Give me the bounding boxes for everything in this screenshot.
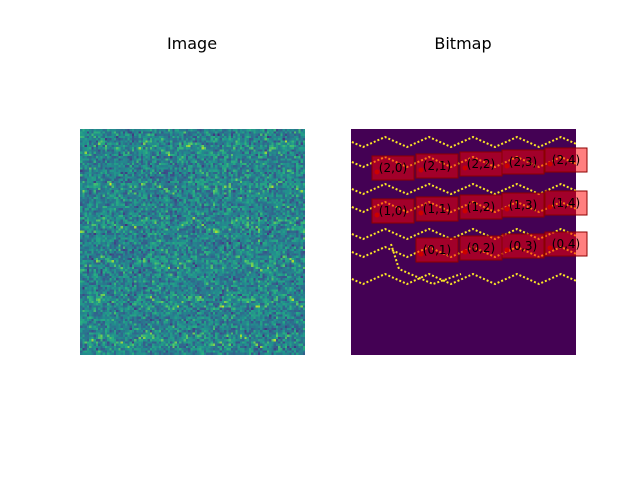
- annotation-marker: [418, 210, 424, 216]
- annotation-box: [415, 196, 459, 222]
- annotation-box: [544, 231, 588, 257]
- bitmap-zigzag-line: [351, 272, 576, 286]
- annotation-box: [501, 149, 545, 175]
- annotation-badge: (0,1): [415, 237, 459, 263]
- annotation-label: (2,0): [379, 161, 407, 175]
- annotation-badge: (1,1): [415, 196, 459, 222]
- annotation-box: [415, 237, 459, 263]
- annotation-badge: (1,4): [544, 190, 588, 216]
- annotation-badge: (1,0): [371, 198, 415, 224]
- annotation-label: (1,2): [467, 200, 495, 214]
- annotation-label: (1,3): [509, 198, 537, 212]
- bitmap-zigzag-line: [390, 243, 462, 286]
- annotation-label: (2,3): [509, 155, 537, 169]
- annotation-badge: (0,2): [459, 235, 503, 261]
- annotation-badge: (0,4): [544, 231, 588, 257]
- annotation-badge: (2,1): [415, 153, 459, 179]
- annotation-label: (0,3): [509, 239, 537, 253]
- annotation-badge: (1,2): [459, 194, 503, 220]
- bitmap-panel-title: Bitmap: [434, 34, 491, 53]
- annotation-badge: (2,4): [544, 147, 588, 173]
- annotation-box: [544, 147, 588, 173]
- annotation-box: [501, 233, 545, 259]
- annotation-marker: [462, 249, 468, 255]
- bitmap-zigzag-line: [351, 135, 576, 149]
- annotation-badge: (1,3): [501, 192, 545, 218]
- annotation-marker: [504, 247, 510, 253]
- annotation-marker: [504, 206, 510, 212]
- annotation-marker: [418, 167, 424, 173]
- annotation-box: [459, 235, 503, 261]
- annotation-marker: [418, 251, 424, 257]
- annotation-box: [459, 194, 503, 220]
- annotation-label: (1,0): [379, 204, 407, 218]
- annotation-box: [501, 192, 545, 218]
- image-heatmap-cells: [80, 129, 305, 355]
- annotation-label: (2,1): [423, 159, 451, 173]
- annotation-badge: (2,3): [501, 149, 545, 175]
- annotation-label: (0,1): [423, 243, 451, 257]
- annotation-label: (2,4): [552, 153, 580, 167]
- annotation-box: [371, 198, 415, 224]
- annotation-badge: (2,0): [371, 155, 415, 181]
- image-panel-title: Image: [167, 34, 217, 53]
- annotation-box: [371, 155, 415, 181]
- bitmap-annotations: (2,0) (2,1) (2,2) (2,3) (2,4) (1,0) (1,1) (1,2)…: [371, 147, 588, 263]
- annotation-marker: [374, 169, 380, 175]
- image-heatmap: [80, 129, 305, 355]
- annotation-marker: [547, 204, 553, 210]
- annotation-marker: [374, 212, 380, 218]
- annotation-label: (0,2): [467, 241, 495, 255]
- annotation-box: [544, 190, 588, 216]
- annotation-marker: [462, 208, 468, 214]
- annotation-marker: [547, 161, 553, 167]
- annotation-label: (0,4): [552, 237, 580, 251]
- annotation-badge: (2,2): [459, 151, 503, 177]
- bitmap-zigzag-line: [351, 182, 576, 196]
- annotation-marker: [462, 165, 468, 171]
- annotation-marker: [504, 163, 510, 169]
- annotation-badge: (0,3): [501, 233, 545, 259]
- annotation-label: (2,2): [467, 157, 495, 171]
- annotation-box: [415, 153, 459, 179]
- annotation-marker: [547, 245, 553, 251]
- annotation-label: (1,4): [552, 196, 580, 210]
- annotation-label: (1,1): [423, 202, 451, 216]
